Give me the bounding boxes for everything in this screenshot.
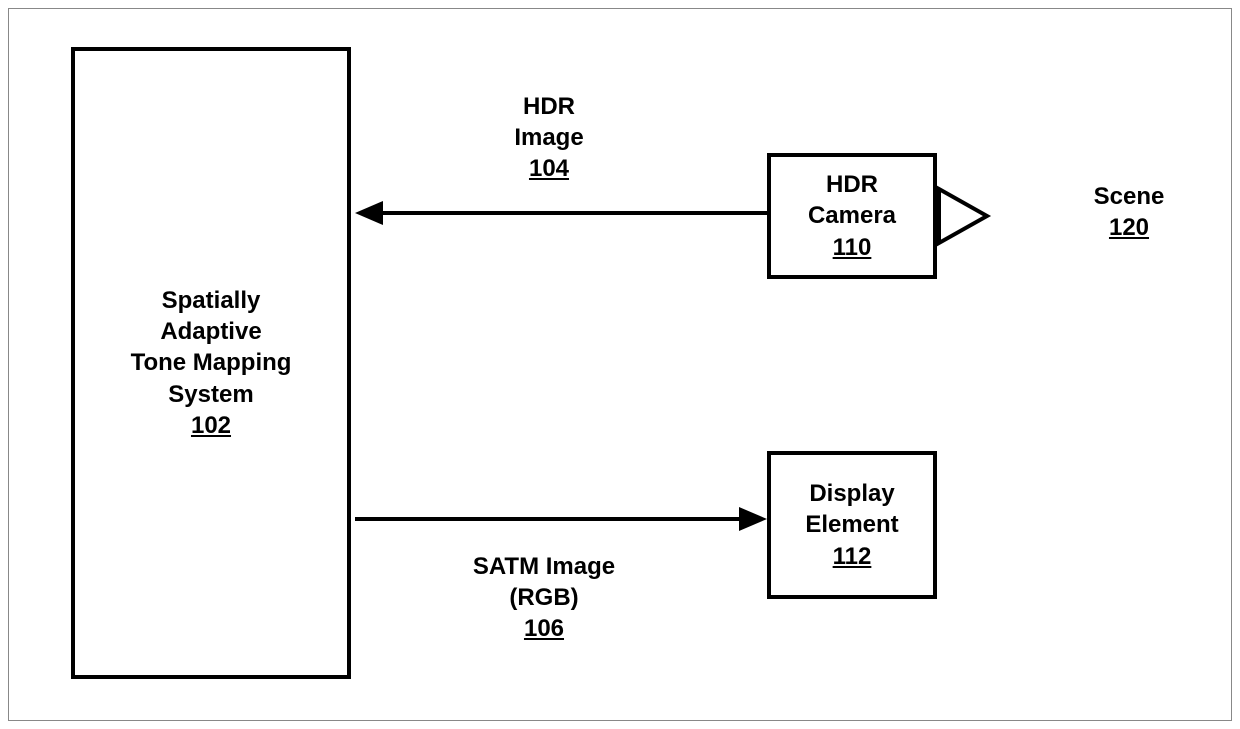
- scene-label: Scene 120: [1069, 181, 1189, 243]
- display-element-ref: 112: [833, 541, 872, 572]
- hdr-image-line1: HDR: [479, 91, 619, 122]
- satm-system-box: Spatially Adaptive Tone Mapping System 1…: [71, 47, 351, 679]
- display-element-line2: Element: [805, 509, 898, 540]
- display-element-box: Display Element 112: [767, 451, 937, 599]
- hdr-image-line2: Image: [479, 122, 619, 153]
- satm-line1: Spatially: [162, 285, 261, 316]
- satm-line4: System: [168, 379, 253, 410]
- hdr-image-label: HDR Image 104: [479, 91, 619, 185]
- hdr-image-ref: 104: [479, 153, 619, 184]
- hdr-camera-line1: HDR: [826, 169, 878, 200]
- hdr-camera-box: HDR Camera 110: [767, 153, 937, 279]
- satm-line2: Adaptive: [160, 316, 261, 347]
- display-element-line1: Display: [809, 478, 894, 509]
- satm-image-label: SATM Image (RGB) 106: [444, 551, 644, 645]
- scene-ref: 120: [1069, 212, 1189, 243]
- satm-ref: 102: [191, 410, 231, 441]
- diagram-frame: Spatially Adaptive Tone Mapping System 1…: [8, 8, 1232, 721]
- arrow-satm-to-display-line: [355, 517, 743, 521]
- satm-line3: Tone Mapping: [131, 347, 292, 378]
- satm-image-line1: SATM Image: [444, 551, 644, 582]
- arrow-hdr-to-satm-line: [379, 211, 767, 215]
- satm-image-line2: (RGB): [444, 582, 644, 613]
- scene-line1: Scene: [1069, 181, 1189, 212]
- hdr-camera-ref: 110: [833, 232, 872, 263]
- hdr-camera-line2: Camera: [808, 200, 896, 231]
- camera-lens-icon: [937, 185, 993, 247]
- arrow-hdr-to-satm-head: [355, 201, 383, 225]
- satm-image-ref: 106: [444, 613, 644, 644]
- arrow-satm-to-display-head: [739, 507, 767, 531]
